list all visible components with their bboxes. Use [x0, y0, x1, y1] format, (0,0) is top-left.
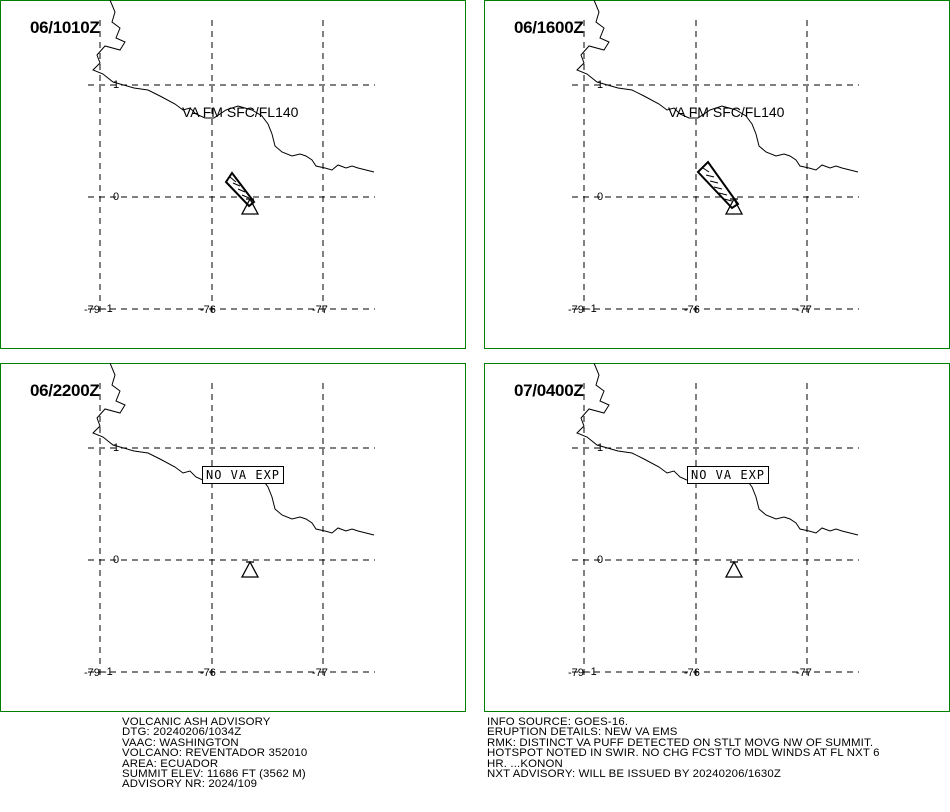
map-canvas-3 — [0, 363, 466, 712]
lat-label-1: 1 — [113, 442, 120, 454]
graticule — [572, 20, 859, 312]
lat-label-neg1: -1 — [587, 666, 597, 678]
lat-label-1: 1 — [597, 442, 604, 454]
map-canvas-4 — [484, 363, 950, 712]
ash-label: VA FM SFC/FL140 — [182, 104, 299, 120]
lon-label-79: -79 — [84, 304, 100, 316]
graticule — [88, 383, 375, 675]
coastline — [576, 363, 859, 536]
lon-label-79: -79 — [84, 667, 100, 679]
lat-label-0: 0 — [113, 554, 120, 566]
panel-frame — [0, 363, 466, 712]
lon-label-76: -76 — [200, 667, 216, 679]
ash-label-box: NO VA EXP — [202, 466, 285, 484]
lat-label-1: 1 — [597, 79, 604, 91]
advisory-line: VAAC: WASHINGTON — [122, 736, 239, 749]
volcano-icon — [240, 197, 260, 215]
forecast-panel-2: 06/1600Z VA FM SFC/FL140 1 0 -1 -79 -76 … — [484, 0, 950, 349]
lon-label-77: -77 — [796, 667, 812, 679]
volcano-icon — [724, 560, 744, 578]
graticule — [572, 383, 859, 675]
advisory-line: ADVISORY NR: 2024/109 — [122, 778, 258, 791]
lon-label-79: -79 — [568, 304, 584, 316]
ash-polygon — [696, 160, 740, 210]
valid-time: 06/1010Z — [30, 18, 100, 37]
ash-polygon — [224, 171, 256, 208]
map-canvas-1 — [0, 0, 466, 349]
advisory-line: SUMMIT ELEV: 11686 FT (3562 M) — [122, 768, 306, 781]
forecast-panel-1: 06/1010Z VA FM SFC/FL140 1 0 -1 -79 -76 … — [0, 0, 466, 349]
coastline — [576, 0, 859, 173]
valid-time: 06/2200Z — [30, 381, 100, 400]
lat-label-neg1: -1 — [103, 303, 113, 315]
lat-label-neg1: -1 — [587, 303, 597, 315]
lon-label-77: -77 — [312, 667, 328, 679]
advisory-line: INFO SOURCE: GOES-16. — [487, 716, 629, 728]
panel-frame — [0, 0, 466, 349]
lat-label-0: 0 — [597, 191, 604, 203]
map-canvas-2 — [484, 0, 950, 349]
lon-label-76: -76 — [684, 304, 700, 316]
lon-label-76: -76 — [684, 667, 700, 679]
advisory-line: NXT ADVISORY: WILL BE ISSUED BY 20240206… — [487, 768, 781, 781]
lon-label-77: -77 — [796, 304, 812, 316]
volcano-icon — [240, 560, 260, 578]
valid-time: 07/0400Z — [514, 381, 584, 400]
coastline — [92, 0, 375, 173]
advisory-line: RMK: DISTINCT VA PUFF DETECTED ON STLT M… — [487, 736, 874, 749]
volcano-icon — [724, 197, 744, 215]
advisory-line: HOTSPOT NOTED IN SWIR. NO CHG FCST TO MD… — [487, 747, 880, 760]
panel-frame — [484, 363, 950, 712]
advisory-right-block: INFO SOURCE: GOES-16. ERUPTION DETAILS: … — [487, 716, 880, 781]
forecast-panel-4: 07/0400Z NO VA EXP 1 0 -1 -79 -76 -77 — [484, 363, 950, 712]
valid-time: 06/1600Z — [514, 18, 584, 37]
lon-label-77: -77 — [312, 304, 328, 316]
forecast-panel-3: 06/2200Z NO VA EXP 1 0 -1 -79 -76 -77 — [0, 363, 466, 712]
lon-label-76: -76 — [200, 304, 216, 316]
ash-label: VA FM SFC/FL140 — [668, 104, 785, 120]
advisory-left-block: VOLCANIC ASH ADVISORY DTG: 20240206/1034… — [122, 716, 308, 791]
advisory-line: DTG: 20240206/1034Z — [122, 726, 242, 739]
lat-label-0: 0 — [597, 554, 604, 566]
graticule — [88, 20, 375, 312]
ash-label-box: NO VA EXP — [687, 466, 770, 484]
lat-label-0: 0 — [113, 191, 120, 203]
lon-label-79: -79 — [568, 667, 584, 679]
advisory-line: ERUPTION DETAILS: NEW VA EMS — [487, 726, 678, 739]
advisory-line: VOLCANO: REVENTADOR 352010 — [122, 747, 308, 760]
lat-label-neg1: -1 — [103, 666, 113, 678]
lat-label-1: 1 — [113, 79, 120, 91]
advisory-line: HR. ...KONON — [487, 757, 563, 770]
coastline — [92, 363, 375, 536]
advisory-line: VOLCANIC ASH ADVISORY — [122, 716, 271, 728]
advisory-line: AREA: ECUADOR — [122, 757, 219, 770]
